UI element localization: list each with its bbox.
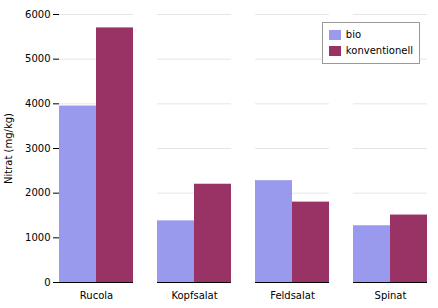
svg-text:Feldsalat: Feldsalat (270, 290, 315, 301)
svg-text:Nitrat (mg/kg): Nitrat (mg/kg) (3, 113, 14, 184)
html-text:bio: bio (345, 29, 362, 40)
svg-text:4000: 4000 (25, 98, 50, 109)
html-text:konventionell: konventionell (345, 45, 413, 56)
svg-text:0: 0 (44, 277, 50, 288)
svg-text:2000: 2000 (25, 187, 50, 198)
svg-text:Rucola: Rucola (80, 290, 113, 301)
svg-text:3000: 3000 (25, 143, 50, 154)
svg-text:5000: 5000 (25, 53, 50, 64)
svg-text:Kopfsalat: Kopfsalat (171, 290, 217, 301)
svg-text:Spinat: Spinat (375, 290, 407, 301)
svg-text:6000: 6000 (25, 9, 50, 20)
svg-text:1000: 1000 (25, 232, 50, 243)
